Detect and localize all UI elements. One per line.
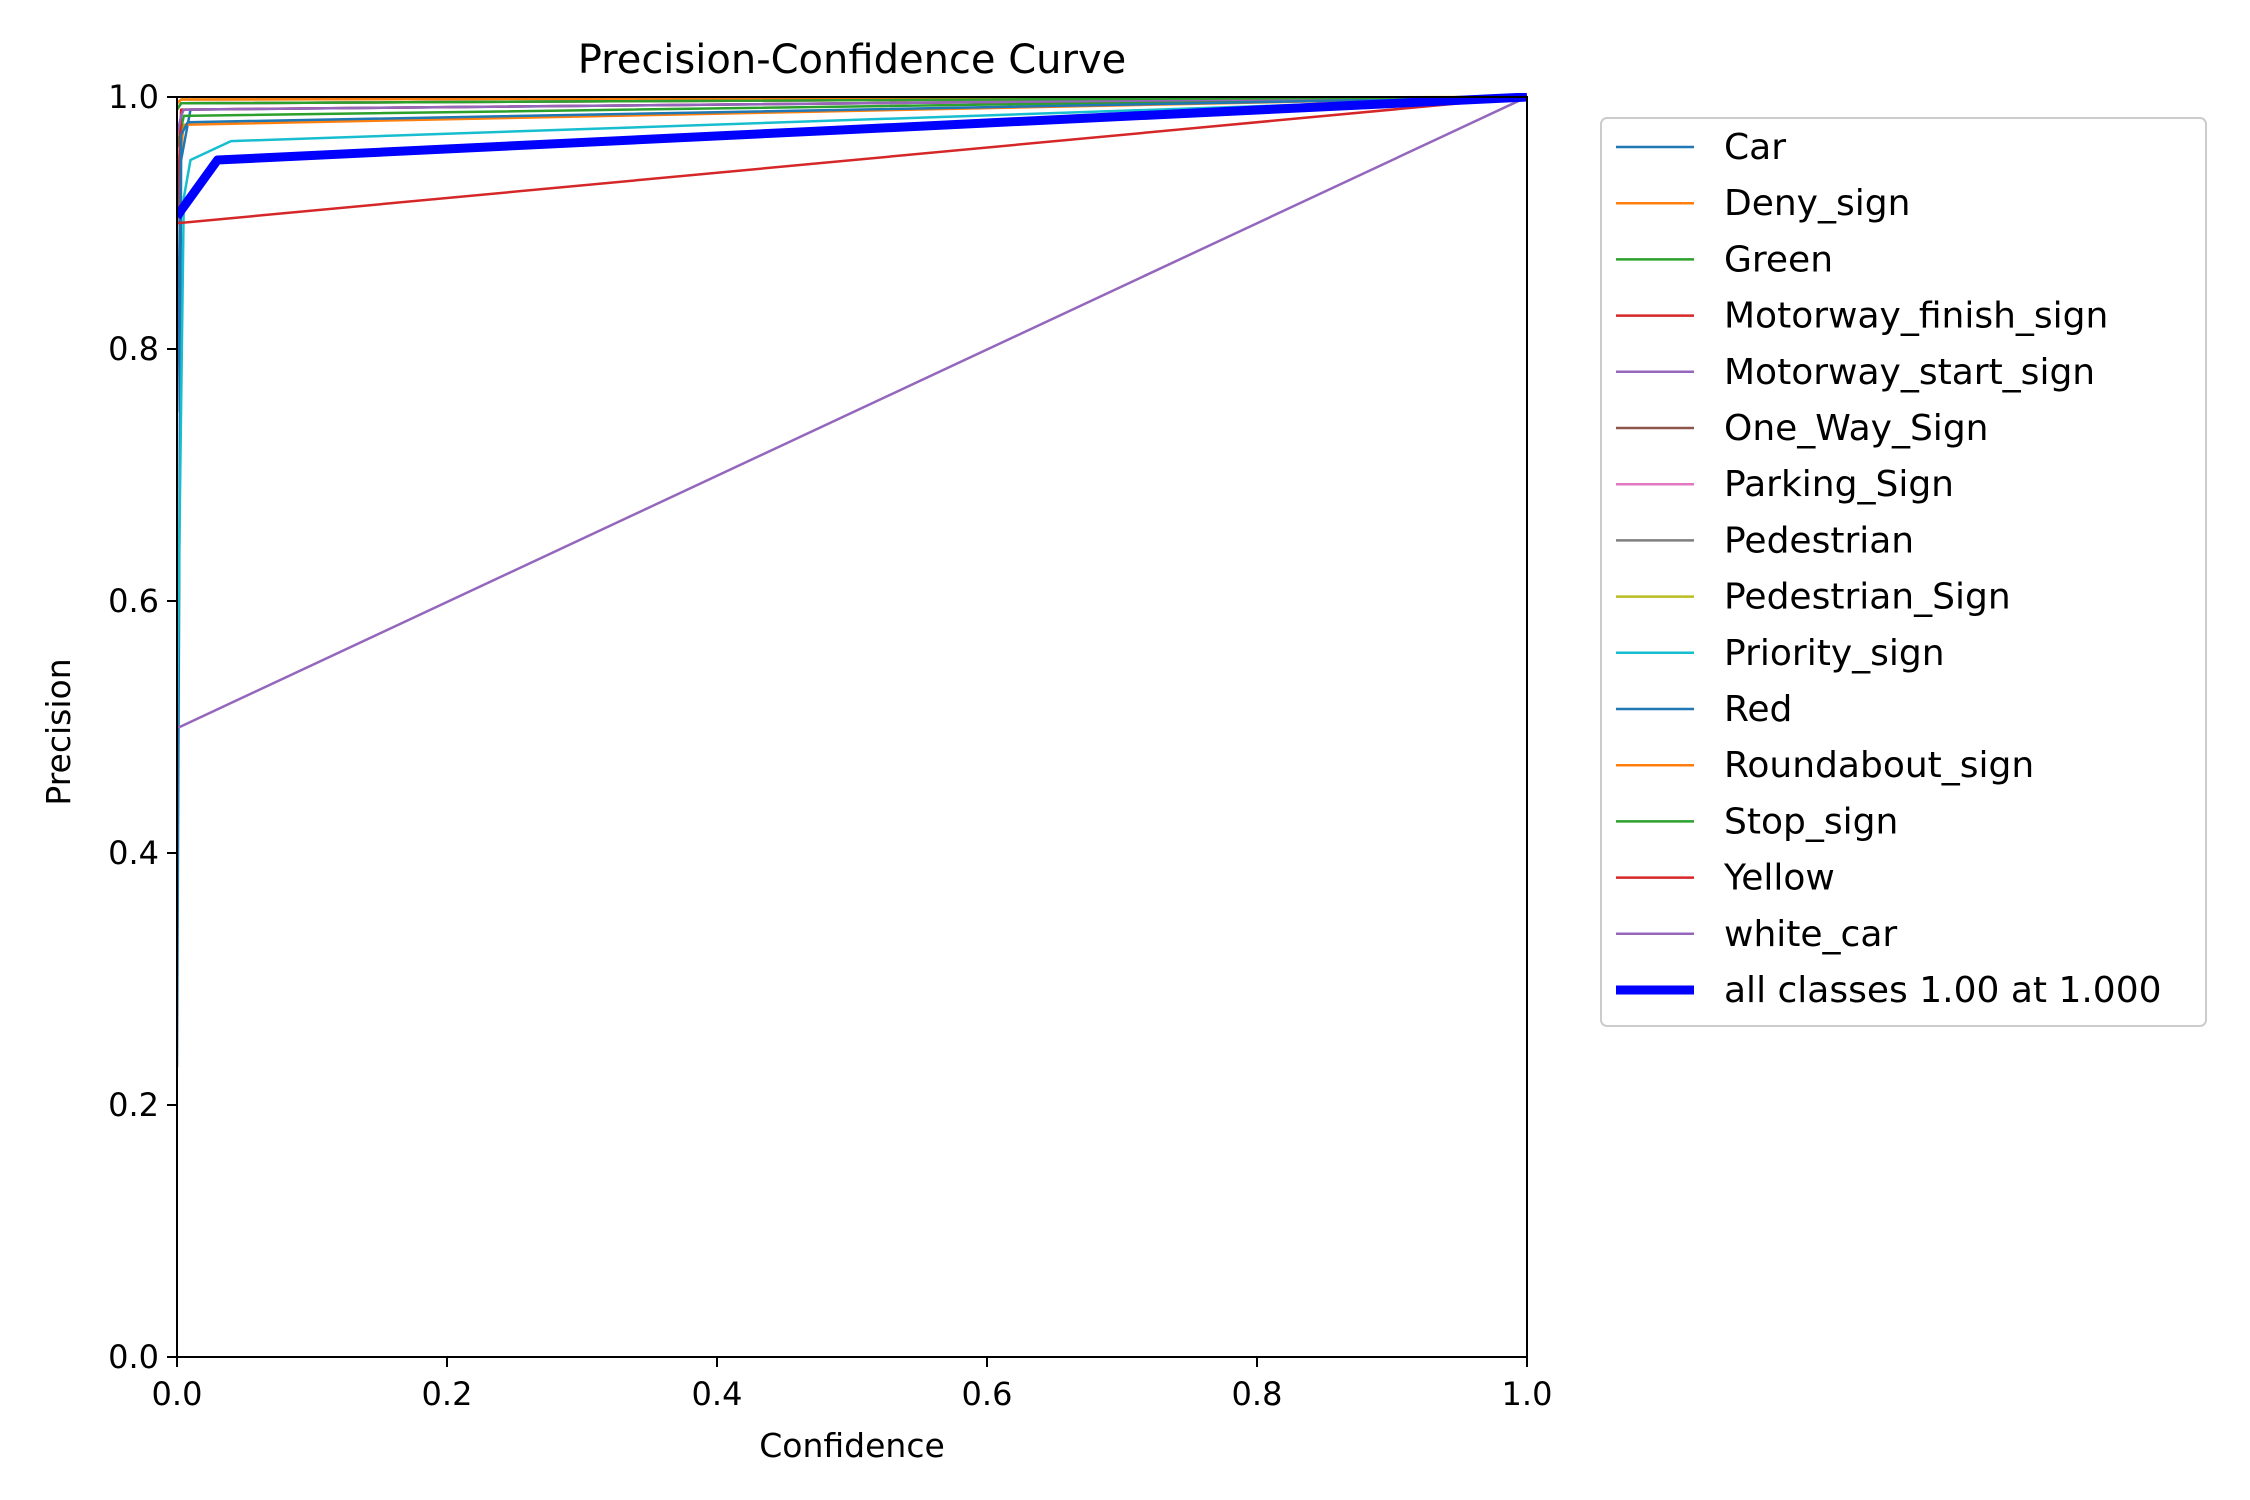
y-tick-label: 0.0 <box>108 1338 159 1376</box>
series-line-0 <box>177 95 1527 1068</box>
legend-entry: Priority_sign <box>1616 633 1945 674</box>
legend-items: Car Deny_sign Green Motorway_finish_sign Mot… <box>1616 127 2162 1011</box>
x-axis-label: Confidence <box>759 1426 945 1465</box>
legend-label: all classes 1.00 at 1.000 <box>1724 970 2162 1011</box>
x-tick-label: 0.6 <box>962 1375 1013 1413</box>
legend-label: Roundabout_sign <box>1724 745 2034 786</box>
legend-label: Stop_sign <box>1724 801 1898 842</box>
legend-entry: Yellow <box>1616 858 1835 899</box>
legend-label: Deny_sign <box>1724 183 1910 224</box>
y-tick-label: 0.8 <box>108 330 159 368</box>
legend-box <box>1600 117 2207 1027</box>
legend-label: Car <box>1724 127 1786 168</box>
legend-label: Pedestrian_Sign <box>1724 577 2011 618</box>
legend: Car Deny_sign Green Motorway_finish_sign Mot… <box>1600 117 2207 1027</box>
series-layer <box>177 93 1527 1068</box>
legend-entry: Pedestrian <box>1616 520 1914 561</box>
legend-entry: Pedestrian_Sign <box>1616 577 2011 618</box>
legend-label: Yellow <box>1723 858 1835 899</box>
x-axis-ticks: 0.0 0.2 0.4 0.6 0.8 1.0 <box>152 1357 1553 1413</box>
x-tick-label: 0.8 <box>1232 1375 1283 1413</box>
legend-entry: Motorway_finish_sign <box>1616 296 2108 337</box>
legend-entry: Roundabout_sign <box>1616 745 2034 786</box>
legend-entry: Motorway_start_sign <box>1616 352 2095 393</box>
x-tick-label: 1.0 <box>1502 1375 1553 1413</box>
legend-label: Priority_sign <box>1724 633 1945 674</box>
legend-label: Pedestrian <box>1724 520 1914 561</box>
y-tick-label: 1.0 <box>108 78 159 116</box>
legend-entry: white_car <box>1616 914 1897 955</box>
y-axis-label: Precision <box>39 658 78 805</box>
legend-label: Parking_Sign <box>1724 464 1954 505</box>
legend-label: One_Way_Sign <box>1724 408 1988 449</box>
legend-entry: Stop_sign <box>1616 801 1898 842</box>
legend-label: Red <box>1724 689 1792 730</box>
series-line-15 <box>177 93 1527 220</box>
series-line-14 <box>177 95 1527 729</box>
y-tick-label: 0.4 <box>108 834 159 872</box>
series-line-9 <box>177 95 1527 728</box>
legend-entry: Parking_Sign <box>1616 464 1954 505</box>
legend-entry: all classes 1.00 at 1.000 <box>1616 970 2162 1011</box>
legend-entry: Red <box>1616 689 1792 730</box>
legend-entry: Green <box>1616 239 1833 280</box>
series-line-10 <box>177 95 1527 413</box>
plot-area <box>176 93 1528 1358</box>
x-tick-label: 0.4 <box>692 1375 743 1413</box>
y-axis-ticks: 0.0 0.2 0.4 0.6 0.8 1.0 <box>108 78 177 1376</box>
legend-label: Motorway_finish_sign <box>1724 296 2108 337</box>
legend-label: Motorway_start_sign <box>1724 352 2095 393</box>
x-tick-label: 0.0 <box>152 1375 203 1413</box>
legend-entry: Car <box>1616 127 1786 168</box>
series-line-13 <box>177 95 1527 225</box>
series-line-4 <box>177 95 1527 136</box>
legend-entry: Deny_sign <box>1616 183 1910 224</box>
chart-title: Precision-Confidence Curve <box>578 37 1127 83</box>
series-line-12 <box>177 95 1527 111</box>
y-tick-label: 0.6 <box>108 582 159 620</box>
legend-label: Green <box>1724 239 1833 280</box>
legend-label: white_car <box>1724 914 1897 955</box>
plot-frame <box>176 96 1528 1358</box>
x-tick-label: 0.2 <box>422 1375 473 1413</box>
y-tick-label: 0.2 <box>108 1086 159 1124</box>
legend-entry: One_Way_Sign <box>1616 408 1988 449</box>
